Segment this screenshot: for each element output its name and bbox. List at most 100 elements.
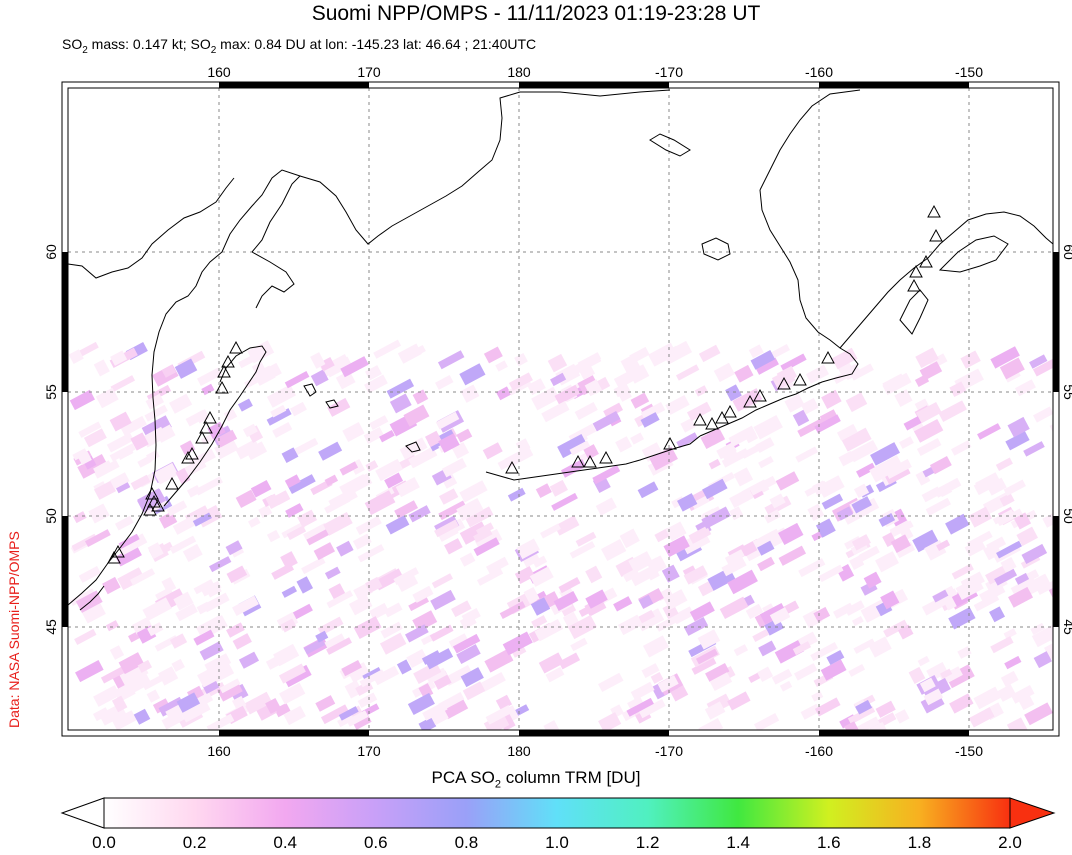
so2-pixel (949, 693, 974, 714)
so2-pixel (775, 471, 800, 491)
so2-pixel (847, 705, 876, 725)
lat-label: 60 (1061, 244, 1072, 260)
so2-pixel (374, 568, 404, 591)
colorbar-tick-label: 1.2 (635, 833, 660, 852)
so2-pixel (301, 557, 326, 575)
so2-pixel (214, 438, 239, 460)
so2-pixel (465, 506, 494, 528)
so2-pixel (171, 658, 185, 672)
so2-pixel (459, 480, 488, 503)
so2-pixel (797, 418, 825, 438)
so2-pixel (729, 506, 744, 521)
so2-pixel (638, 609, 655, 624)
so2-pixel (661, 564, 680, 583)
so2-pixel (853, 483, 870, 499)
colorbar-tick-label: 1.6 (816, 833, 841, 852)
so2-pixel (373, 339, 402, 359)
so2-pixel (1018, 695, 1035, 711)
so2-pixel (627, 696, 644, 710)
so2-pixel (780, 353, 807, 372)
so2-pixel (748, 344, 764, 359)
so2-pixel (480, 671, 506, 692)
so2-pixel (508, 372, 533, 391)
so2-pixel (923, 688, 944, 706)
so2-pixel (1006, 717, 1028, 730)
so2-pixel (369, 415, 389, 430)
so2-pixel (111, 710, 137, 730)
so2-pixel (244, 691, 273, 715)
so2-pixel (698, 717, 724, 730)
so2-pixel (755, 437, 775, 453)
volcano-triangle-icon (929, 228, 943, 242)
so2-pixel (155, 424, 176, 443)
lon-label: 160 (207, 64, 231, 80)
so2-pixel (93, 480, 117, 500)
so2-pixel (617, 387, 632, 402)
so2-pixel (688, 525, 712, 544)
so2-pixel (532, 555, 548, 568)
so2-pixel (335, 370, 356, 390)
colorbar-tick-label: 0.6 (363, 833, 388, 852)
so2-pixel (281, 585, 297, 598)
so2-pixel (357, 692, 378, 709)
so2-pixel (601, 539, 627, 562)
so2-pixel (496, 386, 512, 401)
map-panel: 160 170 180 -170 -160 -150 160 170 180 -… (43, 64, 1072, 759)
so2-pixel (676, 432, 699, 449)
lat-label: 60 (43, 244, 59, 260)
so2-pixel (237, 398, 253, 412)
so2-pixel (379, 430, 395, 443)
so2-pixel (456, 428, 473, 443)
lon-label: -170 (655, 743, 683, 759)
so2-pixel (84, 529, 111, 548)
so2-pixel (549, 479, 568, 497)
so2-pixel (475, 522, 494, 537)
so2-pixel (531, 615, 548, 629)
so2-pixel (340, 356, 369, 378)
so2-pixel (147, 542, 164, 559)
so2-pixel (613, 596, 633, 612)
so2-pixel (235, 439, 261, 460)
so2-pixel (734, 364, 754, 383)
so2-pixel (193, 629, 215, 646)
volcano-triangle-icon (821, 350, 835, 364)
volcano-triangle-icon (927, 204, 941, 218)
so2-pixel (675, 364, 700, 381)
so2-pixel (504, 446, 534, 468)
so2-pixel (913, 418, 944, 443)
so2-pixel (346, 710, 369, 727)
so2-pixel (983, 542, 1002, 561)
so2-pixel (137, 659, 153, 673)
colorbar-tick-label: 0.2 (182, 833, 207, 852)
so2-pixel (394, 500, 419, 519)
so2-pixel (849, 555, 865, 570)
colorbar-tick-label: 2.0 (998, 833, 1022, 852)
so2-pixel (200, 580, 222, 597)
so2-pixel (499, 601, 526, 620)
so2-pixel (894, 389, 913, 407)
so2-pixel (1003, 628, 1017, 640)
so2-pixel (994, 568, 1018, 586)
so2-pixel (878, 513, 896, 527)
so2-pixel (885, 458, 912, 479)
so2-pixel (833, 602, 854, 619)
so2-pixel (303, 522, 328, 540)
so2-pixel (441, 696, 469, 720)
so2-pixel (990, 636, 1014, 654)
volcano-triangle-icon (723, 404, 737, 418)
so2-pixel (1044, 637, 1053, 660)
so2-pixel (792, 641, 812, 656)
so2-pixel (286, 525, 307, 541)
so2-pixel (1023, 441, 1045, 457)
so2-pixel (757, 666, 774, 682)
graticule (68, 88, 1053, 730)
so2-pixel (284, 474, 301, 489)
so2-pixel (915, 347, 939, 369)
so2-pixel (1031, 623, 1053, 648)
so2-pixel (569, 541, 596, 559)
so2-pixel (574, 401, 598, 420)
so2-pixel (584, 379, 603, 397)
so2-pixel (545, 666, 565, 683)
so2-pixel (303, 638, 326, 655)
so2-pixel (908, 666, 926, 684)
